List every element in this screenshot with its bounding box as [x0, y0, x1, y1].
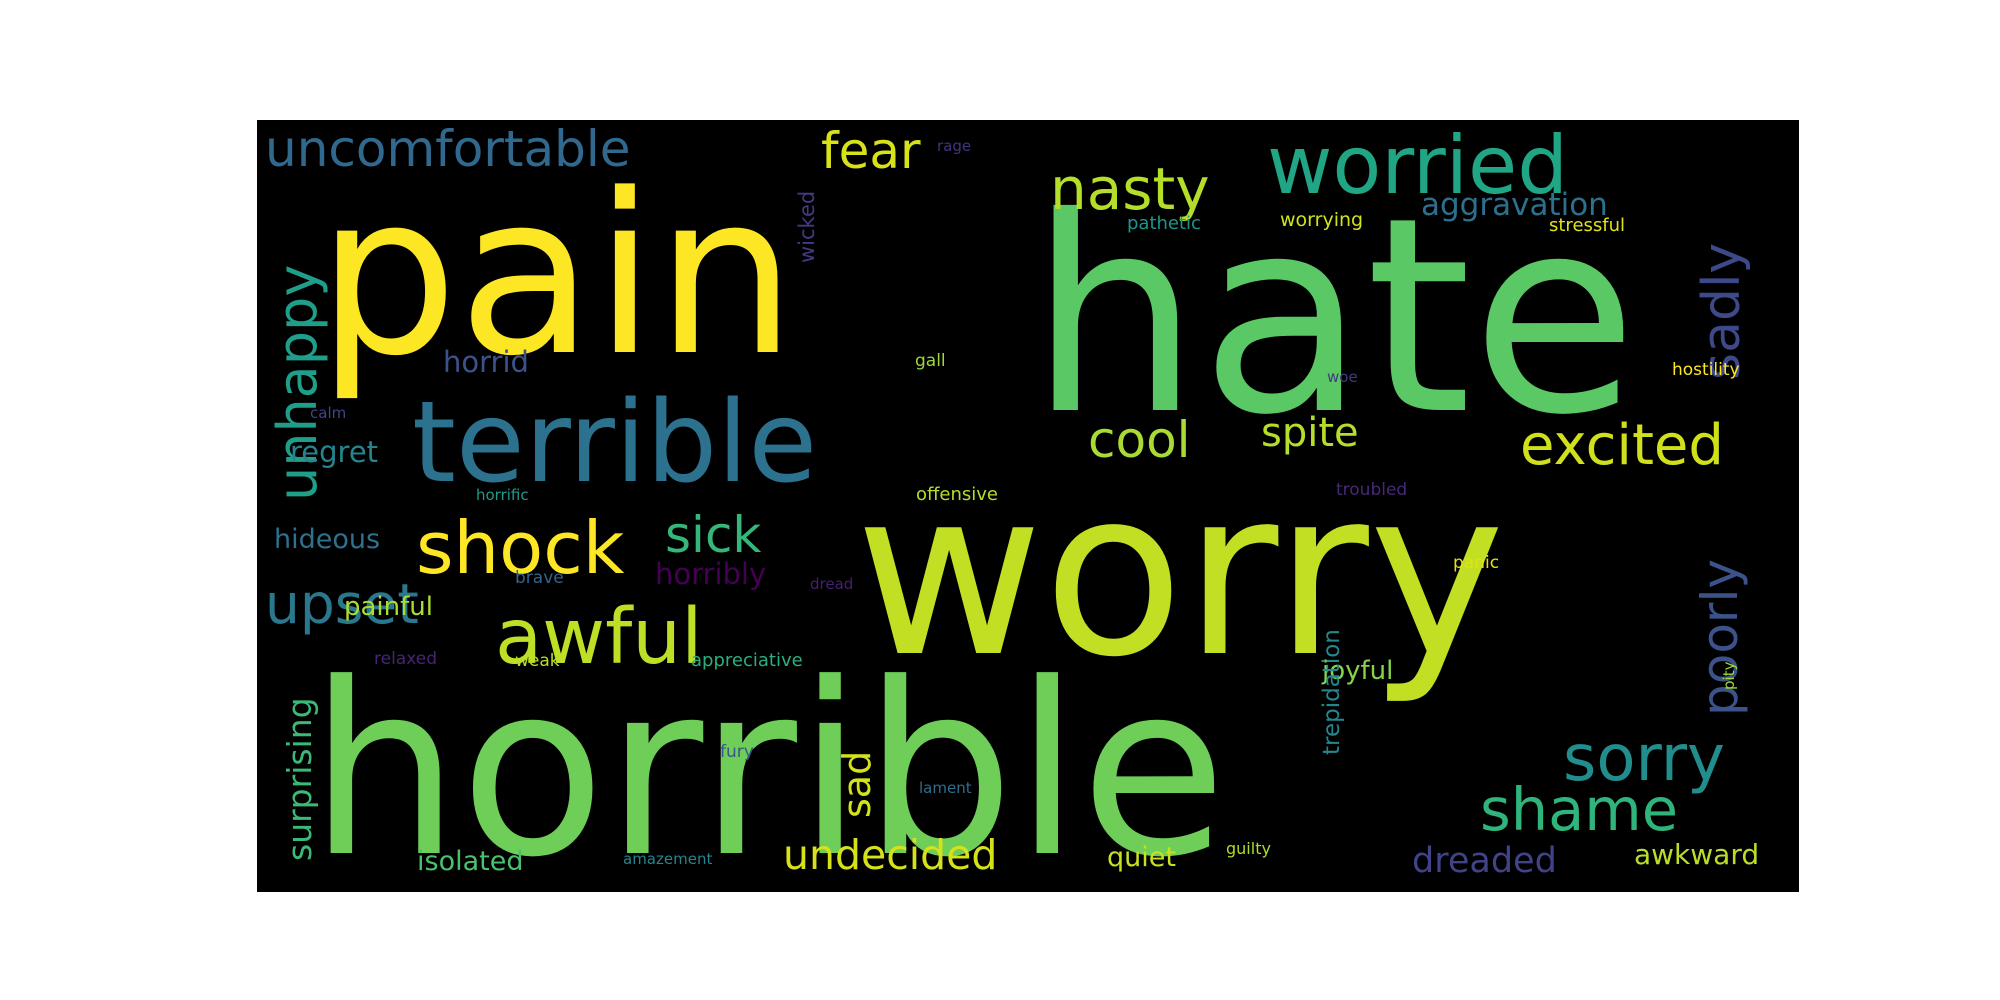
word-sorry: sorry: [1563, 722, 1725, 796]
word-guilty: guilty: [1226, 839, 1271, 858]
word-worrying: worrying: [1280, 209, 1363, 231]
word-appreciative: appreciative: [691, 650, 803, 671]
word-sick: sick: [665, 506, 761, 564]
word-excited: excited: [1520, 413, 1724, 478]
word-fury: fury: [720, 742, 754, 762]
word-hideous: hideous: [274, 524, 380, 555]
word-shock: shock: [416, 506, 625, 590]
word-undecided: undecided: [783, 831, 997, 879]
word-awful: awful: [495, 593, 702, 682]
word-offensive: offensive: [916, 484, 998, 505]
word-upset: upset: [265, 572, 419, 636]
word-unhappy: unhappy: [266, 265, 329, 501]
word-quiet: quiet: [1107, 842, 1176, 873]
word-nasty: nasty: [1050, 155, 1210, 223]
word-worry: worry: [855, 441, 1505, 708]
word-awkward: awkward: [1634, 838, 1759, 871]
word-panic: panic: [1453, 553, 1499, 573]
word-aggravation: aggravation: [1421, 187, 1608, 223]
word-horribly: horribly: [655, 557, 766, 591]
word-horrible: horrible: [309, 633, 1227, 892]
word-terrible: terrible: [412, 378, 817, 508]
word-shame: shame: [1480, 775, 1678, 844]
word-painful: painful: [344, 592, 433, 622]
word-lament: lament: [919, 779, 972, 797]
word-cool: cool: [1088, 411, 1191, 469]
word-pathetic: pathetic: [1127, 213, 1201, 234]
word-worried: worried: [1267, 120, 1568, 212]
word-pain: pain: [317, 147, 796, 405]
word-sad: sad: [835, 751, 879, 818]
word-weak: weak: [515, 651, 560, 671]
word-spite: spite: [1261, 410, 1359, 456]
word-cloud-panel: hate pain worry horrible terrible worried nast…: [257, 120, 1799, 892]
word-dreaded: dreaded: [1412, 841, 1557, 881]
word-rage: rage: [937, 137, 971, 155]
word-joyful: joyful: [1321, 656, 1393, 686]
word-regret: regret: [290, 435, 378, 469]
word-dread: dread: [810, 575, 853, 593]
word-gall: gall: [915, 351, 946, 371]
word-surprising: surprising: [280, 697, 319, 861]
word-horrid: horrid: [443, 345, 529, 379]
word-isolated: isolated: [417, 846, 523, 877]
word-uncomfortable: uncomfortable: [265, 120, 631, 178]
word-sadly: sadly: [1692, 243, 1752, 380]
word-brave: brave: [515, 568, 564, 588]
word-pity: pity: [1720, 661, 1738, 690]
word-relaxed: relaxed: [374, 649, 437, 669]
word-hate: hate: [1029, 159, 1638, 474]
word-stressful: stressful: [1549, 215, 1625, 236]
word-woe: woe: [1327, 368, 1358, 386]
word-wicked: wicked: [795, 191, 819, 263]
word-hostility: hostility: [1672, 360, 1740, 380]
word-amazement: amazement: [623, 850, 712, 868]
word-calm: calm: [310, 404, 346, 422]
word-fear: fear: [821, 122, 921, 180]
word-troubled: troubled: [1336, 480, 1407, 500]
word-cloud-background: [257, 120, 1799, 892]
word-poorly: poorly: [1691, 559, 1749, 716]
word-horrific: horrific: [476, 486, 529, 504]
word-trepidation: trepidation: [1319, 629, 1345, 755]
